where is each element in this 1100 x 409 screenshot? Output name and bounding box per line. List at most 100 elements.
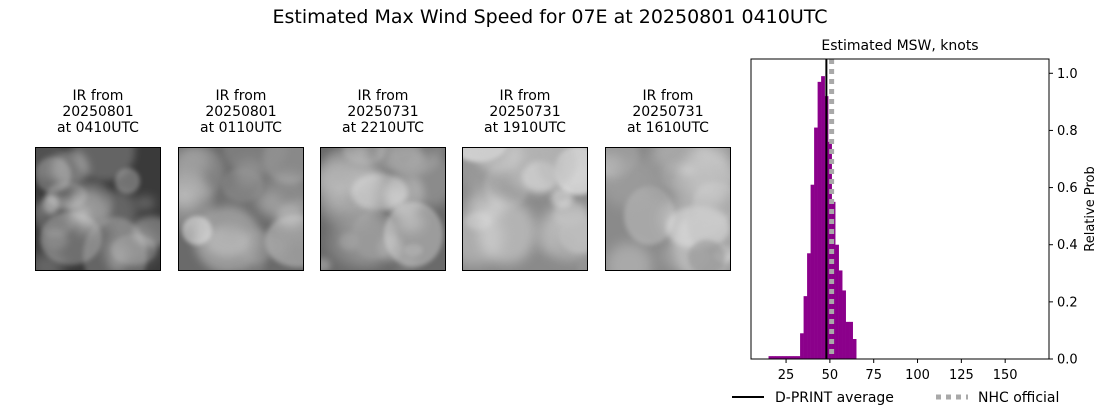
- ir-satellite-image: [462, 147, 588, 271]
- cloud-texture: [36, 201, 51, 217]
- cloud-texture: [45, 181, 87, 209]
- ir-panel-3: IR from 20250731 at 2210UTC: [320, 88, 446, 271]
- cloud-texture: [107, 256, 125, 270]
- ir-satellite-image: [320, 147, 446, 271]
- cloud-texture: [623, 185, 676, 245]
- ir-satellite-image: [605, 147, 731, 271]
- cloud-texture: [660, 148, 679, 153]
- cloud-texture: [82, 217, 147, 270]
- ir-panel-1: IR from 20250801 at 0410UTC: [35, 88, 161, 271]
- cloud-texture: [551, 188, 573, 208]
- y-axis: 0.0 0.2 0.4 0.6 0.8 1.0: [1049, 67, 1078, 368]
- ir-panel-title: IR from 20250731 at 1610UTC: [627, 88, 709, 136]
- cloud-texture: [540, 231, 562, 253]
- histogram-bar: [817, 81, 822, 360]
- histogram-bar: [779, 356, 783, 359]
- cloud-texture: [383, 186, 412, 208]
- cloud-texture: [536, 148, 577, 187]
- cloud-texture: [103, 225, 159, 268]
- histogram-bar: [845, 321, 850, 359]
- cloud-texture: [221, 168, 263, 203]
- histogram-bar: [768, 356, 773, 359]
- cloud-texture: [179, 148, 226, 198]
- cloud-texture: [74, 206, 91, 220]
- histogram-bar: [814, 127, 818, 359]
- chart-title: Estimated MSW, knots: [821, 38, 978, 54]
- histogram-bar: [810, 184, 815, 359]
- cloud-texture: [403, 244, 424, 257]
- cloud-texture: [218, 183, 260, 209]
- cloud-texture: [131, 216, 160, 248]
- cloud-texture: [672, 153, 725, 213]
- cloud-texture: [36, 195, 77, 238]
- x-axis: 25 50 75 100 125 150: [778, 359, 1018, 383]
- cloud-texture: [41, 228, 69, 251]
- cloud-texture: [255, 193, 285, 216]
- cloud-texture: [329, 183, 375, 214]
- histogram-bar: [796, 356, 801, 359]
- cloud-texture: [179, 187, 191, 202]
- histogram-bar: [789, 356, 794, 359]
- cloud-texture: [67, 189, 108, 234]
- cloud-texture: [179, 165, 200, 188]
- figure-title: Estimated Max Wind Speed for 07E at 2025…: [272, 6, 828, 28]
- cloud-texture: [36, 157, 71, 194]
- histogram-bars: [768, 76, 857, 360]
- histogram-bar: [800, 333, 804, 359]
- cloud-texture: [234, 158, 266, 188]
- cloud-texture: [222, 220, 243, 236]
- ir-panel-title: IR from 20250801 at 0110UTC: [200, 88, 282, 136]
- ir-panel-5: IR from 20250731 at 1610UTC: [605, 88, 731, 271]
- plot-frame: [750, 58, 1050, 360]
- y-tick-label: 0.6: [1057, 181, 1078, 196]
- reference-lines: [825, 59, 835, 359]
- cloud-texture: [42, 193, 60, 214]
- cloud-texture: [99, 190, 137, 233]
- cloud-texture: [467, 191, 505, 218]
- cloud-texture: [239, 228, 272, 266]
- histogram-bar: [772, 356, 776, 359]
- ir-satellite-image: [35, 147, 161, 271]
- cloud-texture: [114, 167, 141, 194]
- ir-panel-2: IR from 20250801 at 0110UTC: [178, 88, 304, 271]
- cloud-texture: [251, 234, 288, 259]
- cloud-texture: [577, 260, 587, 270]
- histogram-bar: [775, 356, 780, 359]
- cloud-texture: [193, 205, 262, 270]
- cloud-texture: [384, 202, 443, 267]
- cloud-texture: [181, 215, 212, 246]
- histogram-bar: [835, 244, 839, 359]
- cloud-texture: [353, 163, 385, 188]
- x-tick-label: 75: [865, 368, 882, 383]
- cloud-texture: [396, 211, 425, 232]
- x-tick-label: 150: [993, 368, 1018, 383]
- cloud-texture: [437, 148, 445, 154]
- x-tick-label: 25: [778, 368, 795, 383]
- legend-dprint-label: D-PRINT average: [775, 390, 894, 406]
- cloud-texture: [353, 148, 368, 160]
- y-tick-label: 0.8: [1057, 124, 1078, 139]
- y-tick-label: 0.4: [1057, 238, 1078, 253]
- histogram-bar: [803, 296, 808, 359]
- x-tick-label: 100: [905, 368, 930, 383]
- cloud-texture: [258, 174, 303, 223]
- cloud-texture: [324, 149, 359, 175]
- histogram-bar: [793, 356, 797, 359]
- cloud-texture: [52, 150, 90, 188]
- cloud-texture: [85, 189, 105, 202]
- cloud-texture: [693, 181, 730, 225]
- cloud-texture: [478, 199, 536, 265]
- cloud-texture: [377, 234, 404, 261]
- ir-panel-title: IR from 20250801 at 0410UTC: [57, 88, 139, 136]
- cloud-texture: [59, 196, 82, 211]
- cloud-texture: [106, 242, 130, 266]
- legend-nhc-label: NHC official: [978, 390, 1059, 406]
- histogram-bar: [786, 356, 790, 359]
- cloud-texture: [277, 205, 302, 226]
- cloud-texture: [384, 171, 424, 217]
- cloud-texture: [408, 152, 445, 208]
- histogram-bar: [842, 290, 846, 359]
- x-tick-label: 125: [949, 368, 974, 383]
- cloud-texture: [326, 215, 394, 269]
